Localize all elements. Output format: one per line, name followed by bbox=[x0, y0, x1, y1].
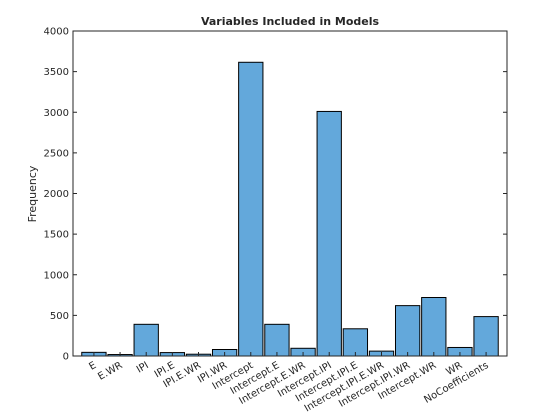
bar-intercept-e bbox=[264, 323, 290, 357]
bar-nocoefficients bbox=[473, 316, 499, 357]
bar-intercept-ipi-e bbox=[342, 328, 369, 357]
y-tick-label: 2000 bbox=[44, 189, 69, 200]
y-tick-label: 500 bbox=[50, 311, 69, 322]
x-axis-ticks: EE.WR IPI IPI.EIPI.E.WRIPI.WRInterceptInte… bbox=[87, 352, 491, 414]
y-tick-label: 1500 bbox=[44, 230, 69, 241]
y-tick-label: 2500 bbox=[44, 148, 69, 159]
bars-group bbox=[81, 61, 499, 357]
x-tick-label: E.WR bbox=[96, 360, 124, 383]
y-tick-label: 1000 bbox=[44, 270, 69, 281]
chart-title: Variables Included in Models bbox=[201, 15, 380, 28]
x-tick-label: IPI bbox=[135, 360, 151, 375]
bar-intercept-ipi-wr bbox=[394, 305, 421, 357]
x-tick-label: E bbox=[87, 360, 98, 373]
bar-intercept bbox=[238, 61, 264, 357]
y-axis-ticks: 0 500 1000 1500 2000 2500 3000 3500 4000 bbox=[44, 27, 507, 363]
y-tick-label: 3000 bbox=[44, 108, 69, 119]
y-tick-label: 4000 bbox=[44, 27, 69, 38]
y-axis-label: Frequency bbox=[26, 165, 39, 222]
bar-intercept-ipi bbox=[316, 110, 342, 357]
plot-area-border bbox=[72, 30, 508, 357]
y-tick-label: 3500 bbox=[44, 67, 69, 78]
bar-ipi bbox=[133, 323, 159, 357]
y-tick-label: 0 bbox=[63, 352, 69, 363]
bar-intercept-wr bbox=[421, 297, 447, 357]
